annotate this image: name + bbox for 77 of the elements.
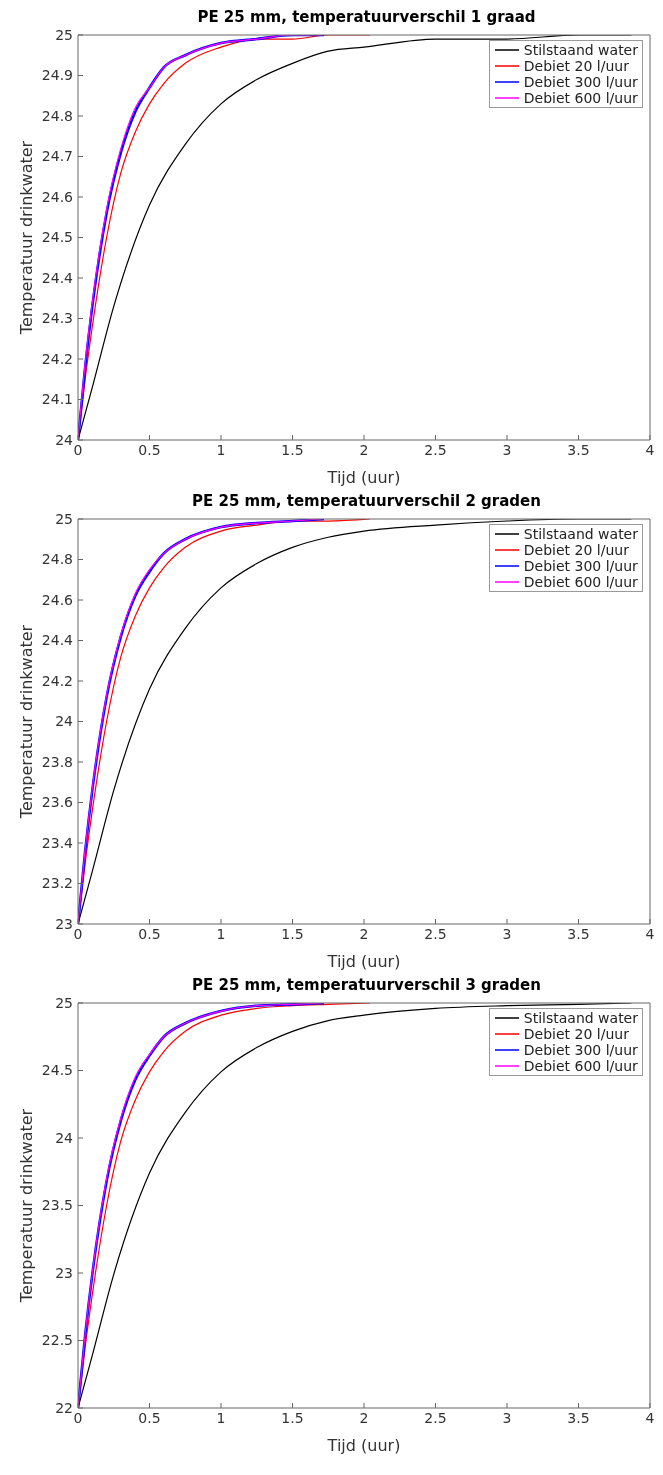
legend-label: Debiet 300 l/uur bbox=[523, 558, 638, 574]
x-tick-label: 2 bbox=[359, 441, 369, 458]
y-tick-label: 24.6 bbox=[41, 591, 74, 608]
x-tick-label: 0.5 bbox=[138, 1409, 161, 1426]
legend-label: Debiet 600 l/uur bbox=[523, 90, 638, 106]
x-tick-label: 3 bbox=[502, 925, 512, 942]
chart-title: PE 25 mm, temperatuurverschil 3 graden bbox=[191, 976, 542, 994]
x-tick-label: 0 bbox=[73, 441, 83, 458]
x-tick-label: 3.5 bbox=[567, 1409, 590, 1426]
legend-label: Debiet 300 l/uur bbox=[523, 74, 638, 90]
y-tick-label: 23.8 bbox=[41, 753, 73, 770]
legend-label: Debiet 20 l/uur bbox=[523, 58, 629, 74]
y-tick-label: 24.5 bbox=[41, 1062, 73, 1079]
legend-label: Stilstaand water bbox=[523, 1010, 638, 1026]
x-tick-label: 3 bbox=[502, 441, 512, 458]
y-tick-label: 23.2 bbox=[41, 875, 73, 892]
y-tick-label: 25 bbox=[55, 510, 73, 527]
y-tick-label: 24 bbox=[55, 1129, 74, 1146]
y-tick-label: 24.2 bbox=[41, 672, 73, 689]
legend-label: Stilstaand water bbox=[523, 42, 638, 58]
x-tick-label: 4 bbox=[645, 441, 655, 458]
x-tick-label: 2.5 bbox=[424, 1409, 447, 1426]
x-tick-label: 2.5 bbox=[424, 441, 447, 458]
x-tick-label: 1.5 bbox=[281, 441, 304, 458]
y-tick-label: 24.8 bbox=[41, 107, 73, 124]
y-tick-label: 24.5 bbox=[41, 229, 73, 246]
legend-label: Stilstaand water bbox=[523, 526, 638, 542]
x-tick-label: 4 bbox=[645, 1409, 655, 1426]
x-tick-label: 1.5 bbox=[281, 1409, 304, 1426]
x-tick-label: 1 bbox=[216, 1409, 226, 1426]
x-tick-label: 4 bbox=[645, 925, 655, 942]
x-axis-title: Tijd (uur) bbox=[326, 952, 401, 972]
x-tick-label: 3 bbox=[502, 1409, 512, 1426]
x-tick-label: 3.5 bbox=[567, 925, 590, 942]
y-tick-label: 24.4 bbox=[41, 632, 74, 649]
x-tick-label: 2 bbox=[359, 1409, 369, 1426]
y-tick-label: 24.1 bbox=[41, 391, 73, 408]
legend-label: Debiet 20 l/uur bbox=[523, 1026, 629, 1042]
y-tick-label: 24.4 bbox=[41, 269, 74, 286]
y-tick-label: 24 bbox=[55, 713, 74, 730]
legend-label: Debiet 20 l/uur bbox=[523, 542, 629, 558]
y-tick-label: 22.5 bbox=[41, 1332, 73, 1349]
y-tick-label: 22 bbox=[55, 1399, 73, 1416]
legend-label: Debiet 600 l/uur bbox=[523, 1058, 638, 1074]
y-axis-title: Temperatuur drinkwater bbox=[16, 624, 36, 820]
x-tick-label: 0 bbox=[73, 1409, 83, 1426]
x-axis-title: Tijd (uur) bbox=[326, 468, 401, 488]
y-axis-title: Temperatuur drinkwater bbox=[16, 140, 36, 336]
y-tick-label: 24 bbox=[55, 431, 74, 448]
x-tick-label: 0.5 bbox=[138, 441, 161, 458]
y-tick-label: 25 bbox=[55, 994, 73, 1011]
y-tick-label: 23.6 bbox=[41, 794, 74, 811]
y-tick-label: 23 bbox=[55, 1264, 73, 1281]
x-tick-label: 2 bbox=[359, 925, 369, 942]
x-tick-label: 1 bbox=[216, 925, 226, 942]
x-tick-label: 2.5 bbox=[424, 925, 447, 942]
y-tick-label: 24.8 bbox=[41, 551, 73, 568]
x-tick-label: 1 bbox=[216, 441, 226, 458]
legend-label: Debiet 300 l/uur bbox=[523, 1042, 638, 1058]
x-tick-label: 0 bbox=[73, 925, 83, 942]
x-tick-label: 3.5 bbox=[567, 441, 590, 458]
chart-title: PE 25 mm, temperatuurverschil 1 graad bbox=[196, 8, 537, 26]
chart-title: PE 25 mm, temperatuurverschil 2 graden bbox=[191, 492, 542, 510]
y-axis-title: Temperatuur drinkwater bbox=[16, 1108, 36, 1304]
y-tick-label: 24.3 bbox=[41, 310, 73, 327]
y-tick-label: 23.5 bbox=[41, 1197, 73, 1214]
y-tick-label: 24.9 bbox=[41, 67, 73, 84]
y-tick-label: 24.7 bbox=[41, 148, 73, 165]
y-tick-label: 23 bbox=[55, 915, 73, 932]
y-tick-label: 24.6 bbox=[41, 188, 74, 205]
x-axis-title: Tijd (uur) bbox=[326, 1436, 401, 1456]
y-tick-label: 24.2 bbox=[41, 350, 73, 367]
legend-label: Debiet 600 l/uur bbox=[523, 574, 638, 590]
x-tick-label: 1.5 bbox=[281, 925, 304, 942]
y-tick-label: 23.4 bbox=[41, 834, 74, 851]
x-tick-label: 0.5 bbox=[138, 925, 161, 942]
y-tick-label: 25 bbox=[55, 26, 73, 43]
